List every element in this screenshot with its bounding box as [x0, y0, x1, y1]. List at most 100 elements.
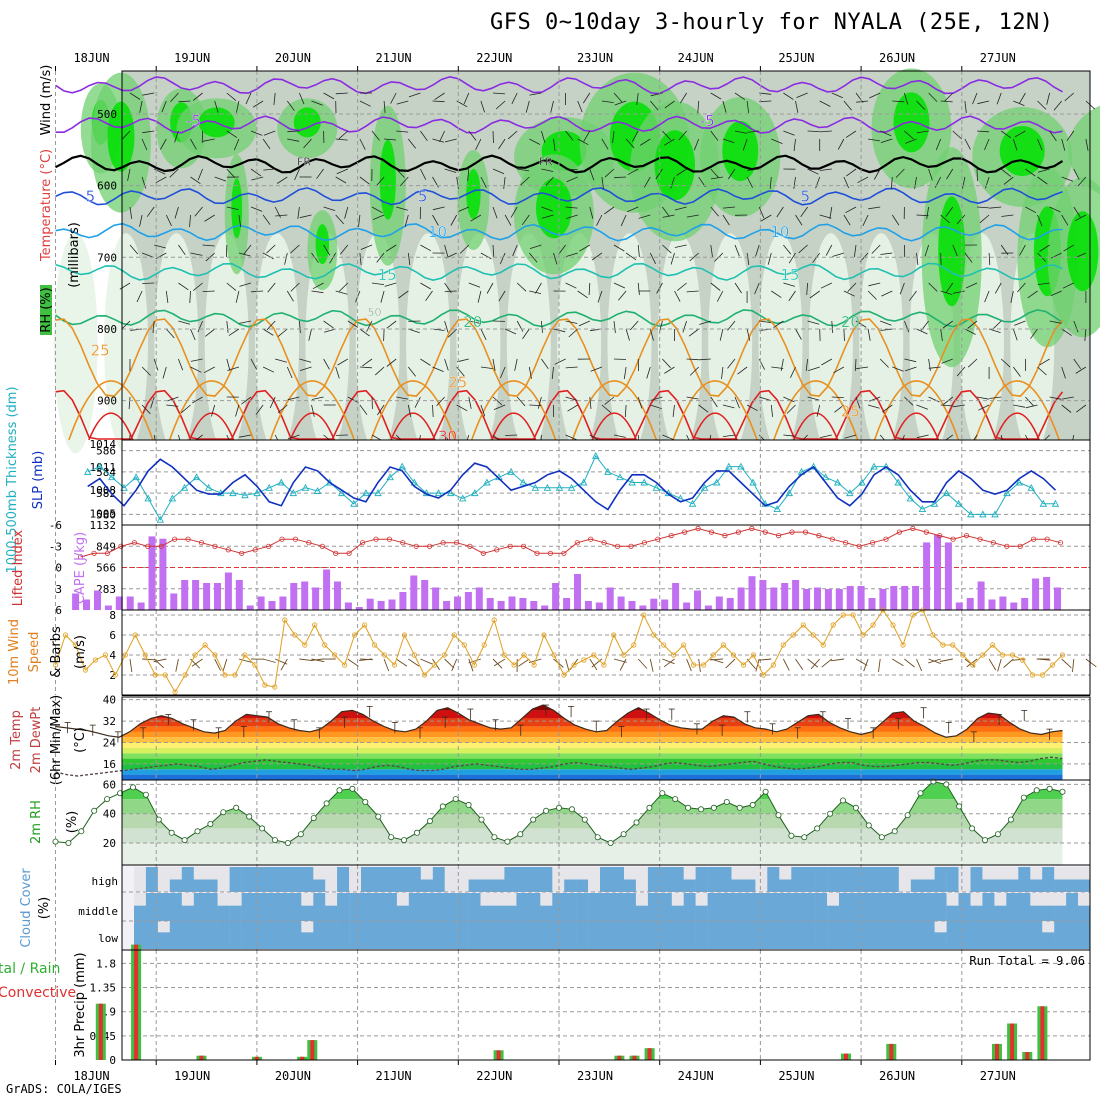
- wind10m-point: [800, 622, 806, 628]
- thickness-point: [640, 478, 648, 486]
- wind-barb: [677, 282, 687, 291]
- thickness-point: [507, 467, 515, 475]
- isotherm-30-dome: [793, 412, 839, 441]
- wind-barb: [499, 252, 506, 265]
- wind-barb: [873, 168, 881, 180]
- cloud-low-cell: [157, 932, 171, 949]
- lifted-index-point: [977, 536, 983, 542]
- cloud-middle-cell: [695, 905, 708, 921]
- y-tick-label: 500: [97, 108, 117, 121]
- wind-barb: [604, 206, 615, 215]
- thickness-point: [749, 478, 757, 486]
- wind-barb: [174, 130, 179, 143]
- wind-barb: [1075, 214, 1087, 221]
- thickness-point: [773, 505, 781, 513]
- wind-barb: [783, 244, 792, 255]
- wind10m-point: [481, 642, 487, 648]
- wind10m-barb: [663, 658, 675, 668]
- wind-barb: [493, 404, 506, 410]
- cloud-high-cell: [480, 879, 493, 892]
- wind-barb: [710, 130, 719, 141]
- wind10m-point: [960, 652, 966, 658]
- ylabel-cloud-cover: Cloud Cover: [19, 868, 34, 948]
- wind-barb: [940, 100, 953, 103]
- wind-barb: [407, 366, 417, 377]
- isotherm-25-dome: [68, 380, 154, 441]
- wind10m-point: [1059, 652, 1066, 658]
- y-tick-label-slp: 1008: [90, 484, 117, 497]
- rh-point: [646, 804, 653, 811]
- wind-barb: [604, 396, 615, 405]
- wind-barb: [468, 396, 472, 409]
- wind10m-point: [690, 662, 697, 668]
- wind-barb: [1012, 328, 1018, 341]
- wind-barb: [793, 138, 796, 151]
- cloud-high-cell: [600, 867, 613, 892]
- wind-barb: [420, 130, 428, 142]
- cape-bar: [857, 586, 865, 610]
- ylabel-rh: RH (%): [39, 287, 54, 332]
- wind10m-point: [950, 642, 956, 648]
- precip-convective-bar: [134, 944, 139, 1060]
- cloud-high-cell: [229, 867, 242, 892]
- x-tick-label-top: 25JUN: [778, 51, 814, 65]
- y-tick-label-li: -3: [49, 540, 62, 553]
- rh-dry-region: [355, 233, 400, 454]
- wind-barb: [710, 168, 720, 179]
- wind-barb: [480, 176, 487, 188]
- wind10m-barb: [299, 658, 313, 662]
- cloud-low-cell: [922, 921, 935, 949]
- wind10m-barb: [892, 658, 904, 667]
- isotherm-25-dome: [773, 380, 859, 441]
- thickness-point: [192, 473, 201, 481]
- cloud-middle-cell: [253, 893, 266, 921]
- wind-barb: [337, 358, 349, 366]
- wind-barb: [204, 214, 215, 222]
- cloud-low-cell: [396, 921, 410, 949]
- wind-barb: [928, 358, 931, 371]
- wind-barb: [303, 138, 312, 149]
- wind-barb: [480, 366, 493, 369]
- cloud-high-cell: [767, 867, 780, 892]
- wind-barb: [976, 130, 990, 133]
- wind-barb: [480, 100, 485, 113]
- wind-barb: [988, 328, 1001, 333]
- wind-barb: [941, 358, 953, 364]
- wind-barb: [160, 138, 167, 150]
- cloud-middle-cell: [922, 893, 935, 921]
- wind-barb: [662, 206, 670, 217]
- rh-point: [129, 784, 136, 791]
- wind-barb: [1046, 92, 1050, 105]
- contour-label: 25: [448, 374, 467, 392]
- wind-barb: [746, 252, 750, 265]
- cloud-high-clear: [1030, 867, 1043, 880]
- wind10m-point: [611, 632, 617, 638]
- cloud-high-cell: [361, 867, 374, 892]
- cloud-middle-cell: [946, 905, 959, 921]
- y-tick-label: 16: [103, 758, 116, 771]
- lifted-index-point: [695, 525, 701, 532]
- wind10m-point: [242, 652, 248, 658]
- cape-bar: [454, 596, 461, 610]
- wind-barb: [383, 328, 385, 342]
- wind-barb: [1037, 100, 1047, 110]
- wind-barb: [226, 168, 236, 179]
- wind-barb: [846, 168, 857, 177]
- wind-barb: [1049, 206, 1061, 213]
- cloud-high-clear: [134, 867, 147, 892]
- precip-convective-bar: [617, 1055, 622, 1060]
- wind-barb: [952, 244, 958, 257]
- wind-barb: [375, 176, 385, 187]
- wind-barb: [202, 244, 215, 247]
- thickness-point: [592, 451, 600, 459]
- lifted-index-point: [319, 543, 325, 549]
- cape-bar: [181, 580, 189, 610]
- wind-barb: [359, 328, 370, 337]
- thickness-point: [688, 499, 697, 507]
- cloud-low-cell: [1054, 921, 1067, 949]
- wind-barb: [820, 434, 832, 438]
- wind10m-barb: [637, 658, 648, 669]
- cape-bar: [137, 602, 145, 610]
- isotherm-30-dome: [188, 412, 235, 441]
- wind-barb: [1019, 244, 1026, 256]
